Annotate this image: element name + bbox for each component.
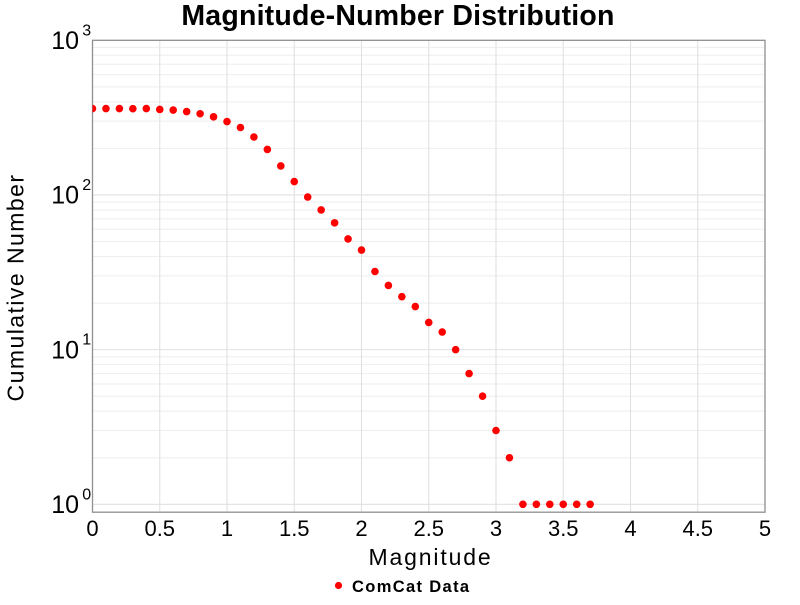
svg-text:10: 10 — [51, 182, 79, 210]
svg-text:3.5: 3.5 — [548, 516, 579, 541]
svg-text:2.5: 2.5 — [413, 516, 444, 541]
svg-text:2: 2 — [82, 177, 91, 194]
svg-text:ComCat Data: ComCat Data — [352, 578, 470, 596]
svg-text:Magnitude: Magnitude — [368, 544, 492, 570]
svg-text:0.5: 0.5 — [144, 516, 175, 541]
svg-text:Magnitude-Number Distribution: Magnitude-Number Distribution — [181, 0, 614, 32]
svg-text:5: 5 — [759, 516, 771, 541]
svg-text:0: 0 — [82, 486, 91, 503]
svg-text:1.5: 1.5 — [279, 516, 310, 541]
svg-text:3: 3 — [82, 22, 91, 39]
svg-text:10: 10 — [51, 336, 79, 364]
svg-text:Cumulative Number: Cumulative Number — [3, 174, 29, 402]
svg-text:4: 4 — [624, 516, 636, 541]
svg-text:10: 10 — [51, 27, 79, 55]
svg-text:3: 3 — [490, 516, 502, 541]
svg-text:1: 1 — [82, 332, 91, 349]
svg-text:0: 0 — [86, 516, 98, 541]
svg-text:2: 2 — [355, 516, 367, 541]
svg-text:1: 1 — [221, 516, 233, 541]
svg-text:10: 10 — [51, 491, 79, 519]
svg-text:4.5: 4.5 — [682, 516, 713, 541]
